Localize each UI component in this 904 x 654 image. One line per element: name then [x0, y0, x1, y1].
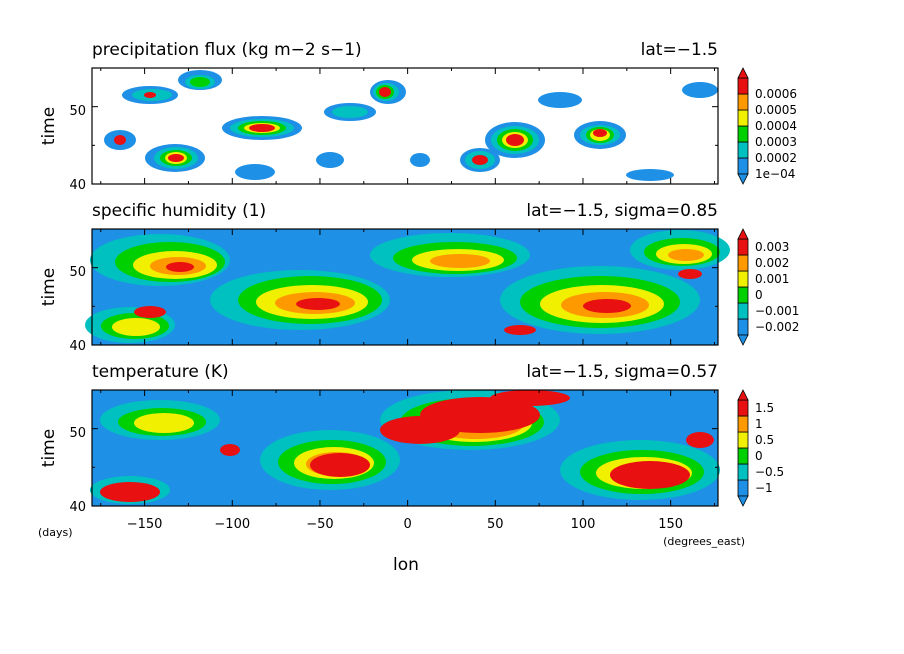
x-tick-label: −150 [127, 517, 163, 532]
colorbar: −0.002 −0.001 0 0.001 0.002 0.003 [737, 228, 799, 346]
plot-frame [91, 67, 719, 185]
colorbar-swatch [737, 141, 749, 159]
colorbar-swatch [737, 238, 749, 256]
colorbar-label: 0.0004 [755, 119, 797, 133]
y-axis-title: time [39, 429, 59, 467]
panel-title: temperature (K) [92, 362, 229, 382]
colorbar-label: 1e−04 [755, 167, 795, 181]
colorbar-label: −0.001 [755, 304, 799, 318]
y-unit-label: (days) [38, 526, 73, 539]
colorbar-swatch [737, 254, 749, 272]
colorbar-swatch [737, 431, 749, 449]
colorbar-max-arrow [737, 389, 749, 401]
colorbar-label: −1 [755, 481, 773, 495]
colorbar-label: 0.0003 [755, 135, 797, 149]
colorbar-label: 0.0005 [755, 103, 797, 117]
x-ticks [92, 68, 718, 185]
y-tick-label: 40 [69, 500, 86, 515]
y-tick-label: 50 [69, 426, 86, 441]
field-layer [104, 70, 718, 181]
panel-subtitle: lat=−1.5 [641, 40, 718, 60]
colorbar-min-arrow [737, 173, 749, 185]
y-tick-label: 50 [69, 265, 86, 280]
colorbar-max-arrow [737, 67, 749, 79]
colorbar-label: 0.0002 [755, 151, 797, 165]
colorbar-swatch [737, 399, 749, 417]
panel-title: specific humidity (1) [92, 201, 266, 221]
x-ticks [92, 390, 718, 507]
colorbar-swatch [737, 463, 749, 481]
plot-frame [91, 228, 719, 346]
panel-subtitle: lat=−1.5, sigma=0.57 [526, 362, 718, 382]
x-tick-label: −50 [306, 517, 333, 532]
y-axis-title: time [39, 107, 59, 145]
y-tick-label: 50 [69, 104, 86, 119]
x-tick-label: 0 [403, 517, 411, 532]
colorbar-swatch [737, 318, 749, 336]
colorbar-label: 0.003 [755, 240, 789, 254]
colorbar-label: 0.5 [755, 433, 774, 447]
colorbar-swatch [737, 77, 749, 95]
x-ticks [92, 229, 718, 346]
colorbar-swatch [737, 270, 749, 288]
x-tick-labels: −150 −100 −50 0 50 100 150 [127, 517, 683, 532]
colorbar-min-arrow [737, 495, 749, 507]
panel-precipitation: precipitation flux (kg m−2 s−1) lat=−1.5 [39, 40, 797, 193]
colorbar-label: 0.001 [755, 272, 789, 286]
field-layer [90, 390, 720, 504]
y-axis-title: time [39, 268, 59, 306]
colorbar-label: 0 [755, 449, 763, 463]
colorbar-label: −0.5 [755, 465, 784, 479]
panel-temperature: temperature (K) lat=−1.5, sigma=0.57 [39, 362, 784, 515]
colorbar-label: 0.002 [755, 256, 789, 270]
colorbar-swatch [737, 286, 749, 304]
colorbar-max-arrow [737, 228, 749, 240]
x-tick-label: 100 [571, 517, 596, 532]
x-tick-label: 50 [487, 517, 504, 532]
panel-specific-humidity: specific humidity (1) lat=−1.5, sigma=0.… [39, 201, 799, 354]
plot-frame [91, 389, 719, 507]
colorbar-label: 1 [755, 417, 763, 431]
x-axis-title: lon [393, 555, 419, 575]
colorbar-swatch [737, 109, 749, 127]
colorbar-swatch [737, 415, 749, 433]
x-tick-label: −100 [214, 517, 250, 532]
colorbar-swatch [737, 93, 749, 111]
colorbar-swatch [737, 302, 749, 320]
x-unit-label: (degrees_east) [663, 535, 745, 548]
colorbar-label: 0.0006 [755, 87, 797, 101]
colorbar-swatch [737, 157, 749, 175]
x-tick-label: 150 [658, 517, 683, 532]
y-tick-label: 40 [69, 339, 86, 354]
colorbar: 1e−04 0.0002 0.0003 0.0004 0.0005 0.0006 [737, 67, 797, 185]
colorbar: −1 −0.5 0 0.5 1 1.5 [737, 389, 784, 507]
panel-title: precipitation flux (kg m−2 s−1) [92, 40, 362, 60]
colorbar-label: 1.5 [755, 401, 774, 415]
colorbar-swatch [737, 125, 749, 143]
field-layer [85, 230, 730, 343]
colorbar-label: −0.002 [755, 320, 799, 334]
colorbar-swatch [737, 479, 749, 497]
panel-subtitle: lat=−1.5, sigma=0.85 [526, 201, 718, 221]
colorbar-swatch [737, 447, 749, 465]
y-tick-label: 40 [69, 178, 86, 193]
colorbar-label: 0 [755, 288, 763, 302]
colorbar-min-arrow [737, 334, 749, 346]
